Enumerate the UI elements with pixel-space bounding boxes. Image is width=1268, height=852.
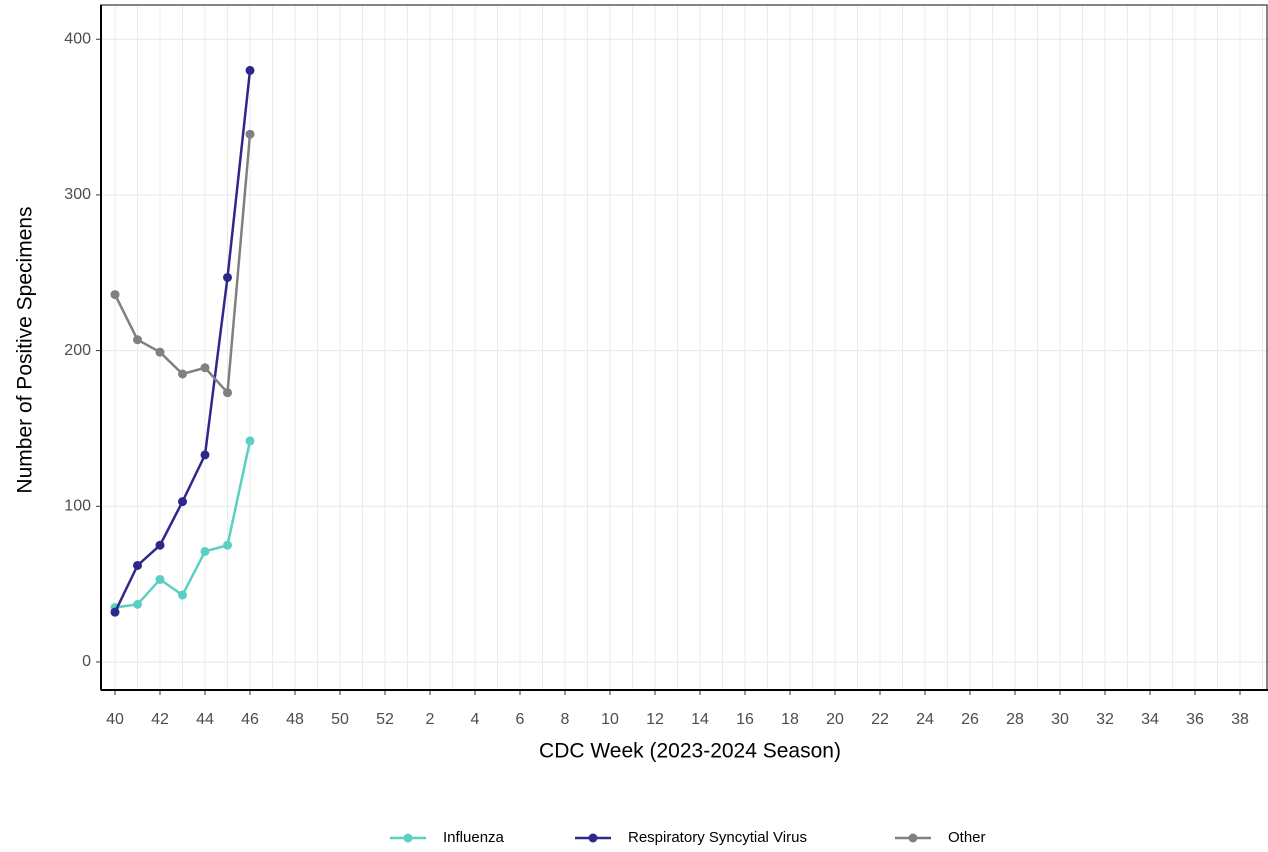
y-tick-label: 100 (64, 498, 91, 515)
point (245, 65, 255, 75)
x-tick-label: 42 (151, 711, 169, 728)
x-tick-label: 18 (781, 711, 799, 728)
x-tick-label: 20 (826, 711, 844, 728)
x-axis-title: CDC Week (2023-2024 Season) (539, 740, 841, 763)
x-tick-label: 40 (106, 711, 124, 728)
legend-point (588, 833, 598, 843)
point (133, 560, 142, 570)
point (110, 290, 120, 300)
x-tick-label: 28 (1006, 711, 1024, 728)
x-tick-label: 8 (561, 711, 570, 728)
legend-label: Influenza (443, 829, 505, 846)
x-tick-label: 52 (376, 711, 394, 728)
point (200, 450, 210, 460)
point (223, 388, 232, 398)
point (133, 599, 142, 609)
legend-label: Other (948, 829, 986, 846)
x-tick-label: 10 (601, 711, 619, 728)
point (178, 497, 187, 507)
point (223, 272, 232, 282)
x-tick-label: 12 (646, 711, 664, 728)
y-tick-label: 0 (82, 653, 91, 670)
y-tick-label: 200 (64, 342, 91, 359)
x-tick-label: 2 (426, 711, 435, 728)
point (155, 540, 165, 550)
legend-label: Respiratory Syncytial Virus (628, 829, 807, 846)
x-tick-label: 48 (286, 711, 304, 728)
x-tick-label: 4 (471, 711, 480, 728)
point (110, 607, 120, 617)
y-tick-label: 400 (64, 30, 91, 47)
x-tick-label: 38 (1231, 711, 1249, 728)
panel-border (100, 4, 1268, 691)
point (178, 369, 187, 379)
x-tick-label: 32 (1096, 711, 1114, 728)
point (200, 363, 210, 373)
x-tick-label: 6 (516, 711, 525, 728)
x-tick-label: 50 (331, 711, 349, 728)
point (133, 335, 142, 345)
x-tick-label: 22 (871, 711, 889, 728)
x-tick-label: 24 (916, 711, 934, 728)
y-axis-title: Number of Positive Specimens (14, 206, 37, 493)
x-tick-label: 34 (1141, 711, 1159, 728)
x-tick-label: 16 (736, 711, 754, 728)
y-tick-label: 300 (64, 186, 91, 203)
x-tick-label: 30 (1051, 711, 1069, 728)
x-tick-label: 14 (691, 711, 709, 728)
x-tick-label: 36 (1186, 711, 1204, 728)
x-tick-label: 26 (961, 711, 979, 728)
x-tick-label: 46 (241, 711, 259, 728)
legend-point (403, 833, 413, 843)
legend-point (908, 833, 918, 843)
point (245, 436, 255, 446)
point (245, 129, 255, 139)
point (200, 546, 210, 556)
point (178, 590, 187, 600)
point (155, 574, 165, 584)
point (223, 540, 232, 550)
point (155, 347, 165, 357)
x-tick-label: 44 (196, 711, 214, 728)
